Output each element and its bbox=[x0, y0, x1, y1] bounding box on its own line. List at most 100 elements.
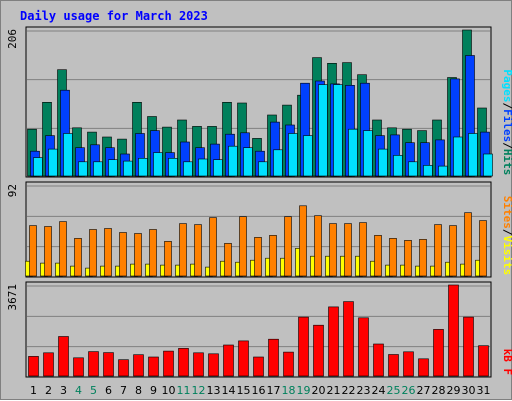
bar-pages-day-20 bbox=[318, 84, 328, 177]
bar-kb-f-day-18 bbox=[283, 351, 294, 377]
x-tick-label-day-5: 5 bbox=[90, 384, 97, 397]
bar-sites-day-12 bbox=[194, 224, 202, 277]
bar-pages-day-7 bbox=[123, 160, 133, 177]
bar-kb-f-day-24 bbox=[373, 343, 384, 377]
bar-kb-f-day-27 bbox=[418, 358, 429, 377]
bar-pages-day-17 bbox=[273, 149, 283, 177]
bar-pages-day-4 bbox=[78, 161, 88, 177]
x-tick-label-day-1: 1 bbox=[30, 384, 37, 397]
bar-sites-day-29 bbox=[449, 225, 457, 277]
x-tick-label-day-29: 29 bbox=[447, 384, 461, 397]
bar-sites-day-10 bbox=[164, 241, 172, 277]
bar-sites-day-8 bbox=[134, 233, 142, 277]
bar-sites-day-14 bbox=[224, 243, 232, 277]
legend-bottom: kB F bbox=[501, 349, 512, 376]
bar-pages-day-18 bbox=[288, 133, 298, 177]
legend-entry: Sites bbox=[501, 196, 512, 229]
chart-title: Daily usage for March 2023 bbox=[20, 9, 208, 23]
legend-entry: / bbox=[501, 229, 512, 236]
legend-entry: Hits bbox=[501, 149, 512, 176]
bar-kb-f-day-22 bbox=[343, 301, 354, 377]
bar-pages-day-24 bbox=[378, 148, 388, 177]
bar-kb-f-day-4 bbox=[73, 357, 84, 377]
bar-pages-day-11 bbox=[183, 161, 193, 177]
bar-pages-day-31 bbox=[483, 153, 493, 177]
bar-pages-day-30 bbox=[468, 133, 478, 177]
bar-pages-day-6 bbox=[108, 159, 118, 177]
bar-pages-day-26 bbox=[408, 161, 418, 177]
bar-kb-f-day-13 bbox=[208, 353, 219, 377]
bar-pages-day-16 bbox=[258, 161, 268, 177]
bar-kb-f-day-2 bbox=[43, 352, 54, 377]
x-tick-label-day-27: 27 bbox=[417, 384, 431, 397]
x-tick-label-day-23: 23 bbox=[357, 384, 371, 397]
bar-sites-day-19 bbox=[299, 205, 307, 277]
bar-sites-day-11 bbox=[179, 223, 187, 277]
bar-sites-day-13 bbox=[209, 217, 217, 277]
bar-sites-day-1 bbox=[29, 225, 37, 277]
bar-sites-day-6 bbox=[104, 228, 112, 277]
bar-sites-day-17 bbox=[269, 235, 277, 277]
x-tick-label-day-4: 4 bbox=[75, 384, 82, 397]
x-tick-label-day-15: 15 bbox=[237, 384, 251, 397]
bar-kb-f-day-21 bbox=[328, 306, 339, 377]
legend-entry: / bbox=[501, 142, 512, 149]
bar-sites-day-27 bbox=[419, 239, 427, 277]
x-tick-label-day-30: 30 bbox=[462, 384, 476, 397]
bar-kb-f-day-10 bbox=[163, 350, 174, 377]
x-tick-label-day-28: 28 bbox=[432, 384, 446, 397]
bar-sites-day-26 bbox=[404, 240, 412, 277]
bar-kb-f-day-12 bbox=[193, 352, 204, 377]
bar-kb-f-day-28 bbox=[433, 329, 444, 377]
x-tick-label-day-16: 16 bbox=[252, 384, 266, 397]
bar-pages-day-27 bbox=[423, 165, 433, 177]
bar-kb-f-day-3 bbox=[58, 336, 69, 377]
x-tick-label-day-11: 11 bbox=[177, 384, 191, 397]
bar-sites-day-20 bbox=[314, 215, 322, 277]
bar-sites-day-3 bbox=[59, 221, 67, 277]
bar-sites-day-28 bbox=[434, 224, 442, 277]
x-tick-label-day-6: 6 bbox=[105, 384, 112, 397]
bar-kb-f-day-5 bbox=[88, 351, 99, 377]
bar-kb-f-day-15 bbox=[238, 340, 249, 377]
bar-kb-f-day-9 bbox=[148, 356, 159, 377]
x-tick-label-day-18: 18 bbox=[282, 384, 296, 397]
bar-sites-day-24 bbox=[374, 235, 382, 277]
bar-sites-day-31 bbox=[479, 220, 487, 277]
bar-pages-day-13 bbox=[213, 159, 223, 177]
x-tick-label-day-12: 12 bbox=[192, 384, 206, 397]
x-tick-label-day-20: 20 bbox=[312, 384, 326, 397]
x-tick-label-day-17: 17 bbox=[267, 384, 281, 397]
x-tick-label-day-3: 3 bbox=[60, 384, 67, 397]
x-tick-label-day-7: 7 bbox=[120, 384, 127, 397]
x-tick-label-day-14: 14 bbox=[222, 384, 236, 397]
bar-sites-day-18 bbox=[284, 216, 292, 277]
bar-sites-day-16 bbox=[254, 237, 262, 277]
bar-sites-day-25 bbox=[389, 238, 397, 277]
y-max-label-top: 206 bbox=[6, 29, 19, 49]
legend-middle: Sites/Visits bbox=[501, 196, 512, 275]
bar-sites-day-23 bbox=[359, 222, 367, 277]
x-tick-label-day-26: 26 bbox=[402, 384, 416, 397]
bar-sites-day-4 bbox=[74, 238, 82, 277]
bar-kb-f-day-31 bbox=[478, 345, 489, 377]
legend-entry: Visits bbox=[501, 236, 512, 276]
legend-entry: Files bbox=[501, 109, 512, 142]
bar-kb-f-day-16 bbox=[253, 356, 264, 377]
bar-kb-f-day-29 bbox=[448, 284, 459, 377]
bar-pages-day-9 bbox=[153, 152, 163, 177]
bar-sites-day-21 bbox=[329, 223, 337, 277]
bar-kb-f-day-25 bbox=[388, 354, 399, 377]
bar-kb-f-day-17 bbox=[268, 338, 279, 377]
x-tick-label-day-31: 31 bbox=[477, 384, 491, 397]
bar-pages-day-25 bbox=[393, 155, 403, 177]
bar-pages-day-12 bbox=[198, 158, 208, 177]
legend-entry: F bbox=[501, 362, 512, 375]
bar-pages-day-15 bbox=[243, 147, 253, 177]
x-tick-label-day-25: 25 bbox=[387, 384, 401, 397]
y-max-label-middle: 92 bbox=[6, 184, 19, 197]
bar-kb-f-day-1 bbox=[28, 356, 39, 377]
legend-entry: Pages bbox=[501, 69, 512, 102]
